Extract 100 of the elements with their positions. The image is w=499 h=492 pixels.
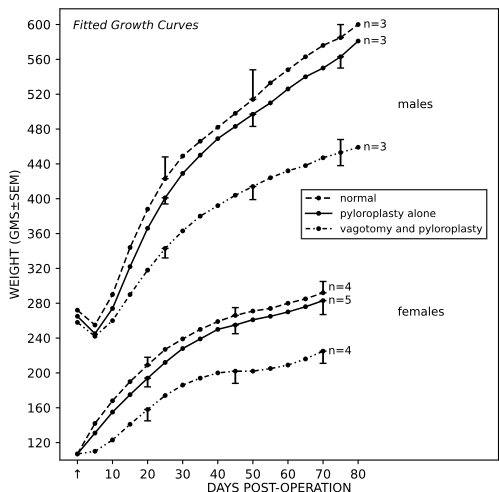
point (74, 314, 80, 319)
y-tick-label: 320 (28, 264, 50, 274)
point (356, 38, 361, 44)
point (268, 314, 273, 319)
point (303, 54, 308, 60)
point (128, 422, 132, 427)
point (110, 398, 115, 404)
annotation: n=3 (364, 36, 386, 44)
point (303, 304, 308, 310)
point (110, 438, 115, 442)
point (180, 336, 186, 342)
point (303, 163, 308, 168)
annotation: n=3 (364, 19, 386, 28)
point (198, 138, 203, 144)
annotation: males (398, 99, 432, 108)
point (92, 448, 98, 454)
x-tick-label: ↑ (74, 469, 80, 479)
point (110, 318, 115, 324)
point (215, 319, 220, 324)
point (180, 228, 186, 234)
point (128, 292, 132, 297)
x-tick-label: 40 (210, 469, 225, 479)
point (215, 370, 220, 376)
point (268, 175, 273, 180)
point (215, 326, 220, 332)
point (356, 22, 361, 27)
point (320, 155, 326, 160)
point (286, 310, 290, 314)
x-tick-label: 70 (316, 469, 330, 479)
point (128, 245, 132, 250)
y-tick-label: 600 (28, 20, 50, 30)
point (232, 110, 238, 116)
x-tick-label: 60 (280, 469, 296, 479)
y-tick-label: 200 (28, 368, 50, 378)
point (180, 382, 186, 388)
x-tick-label: 50 (246, 469, 260, 479)
legend-label: vagotomy and pyloroplasty (340, 224, 482, 234)
point (215, 136, 220, 142)
point (92, 430, 98, 436)
annotation: Fitted Growth Curves (73, 20, 198, 30)
annotation: females (398, 306, 444, 316)
annotation: n=4 (329, 346, 352, 354)
point (286, 86, 290, 92)
point (74, 308, 80, 313)
y-tick-label: 440 (28, 159, 50, 169)
point (110, 410, 115, 415)
x-tick-label: 80 (351, 469, 366, 479)
point (286, 300, 290, 306)
point (320, 43, 326, 48)
x-tick-label: 20 (140, 469, 155, 479)
point (198, 336, 203, 342)
point (198, 376, 203, 381)
annotation: n=5 (329, 296, 351, 304)
point (145, 206, 150, 212)
y-tick-label: 560 (28, 54, 50, 64)
x-tick-label: 10 (106, 469, 120, 479)
point (92, 421, 98, 426)
point (128, 392, 132, 398)
point (356, 144, 361, 150)
point (74, 320, 80, 325)
point (320, 66, 326, 71)
y-tick-label: 120 (28, 438, 50, 448)
point (250, 317, 256, 322)
point (232, 124, 238, 129)
point (215, 203, 220, 208)
annotation: n=3 (364, 142, 386, 151)
point (268, 366, 273, 371)
legend-label: normal (340, 194, 376, 202)
point (145, 226, 150, 231)
point (180, 154, 186, 158)
point (145, 268, 150, 273)
y-axis-title: WEIGHT (GMS±SEM) (9, 170, 20, 299)
point (110, 292, 115, 297)
y-tick-label: 160 (28, 403, 50, 413)
annotation: n=4 (329, 282, 352, 290)
point (198, 326, 203, 332)
point (128, 379, 132, 384)
y-tick-label: 360 (28, 229, 50, 238)
point (198, 214, 203, 219)
y-tick-label: 400 (28, 194, 50, 204)
legend-label: pyloroplasty alone (340, 209, 436, 220)
point (303, 74, 308, 80)
y-tick-label: 240 (28, 334, 50, 344)
point (232, 192, 238, 198)
point (268, 80, 273, 86)
point (162, 393, 168, 398)
y-tick-label: 480 (28, 124, 50, 134)
point (162, 346, 168, 352)
point (286, 362, 290, 368)
point (286, 168, 290, 174)
point (250, 308, 256, 314)
x-axis-title: DAYS POST-OPERATION (208, 482, 350, 492)
point (110, 306, 115, 311)
y-tick-label: 280 (28, 298, 50, 308)
point (250, 368, 256, 374)
point (303, 296, 308, 302)
point (180, 171, 186, 176)
point (92, 322, 98, 328)
point (162, 360, 168, 365)
point (303, 356, 308, 362)
